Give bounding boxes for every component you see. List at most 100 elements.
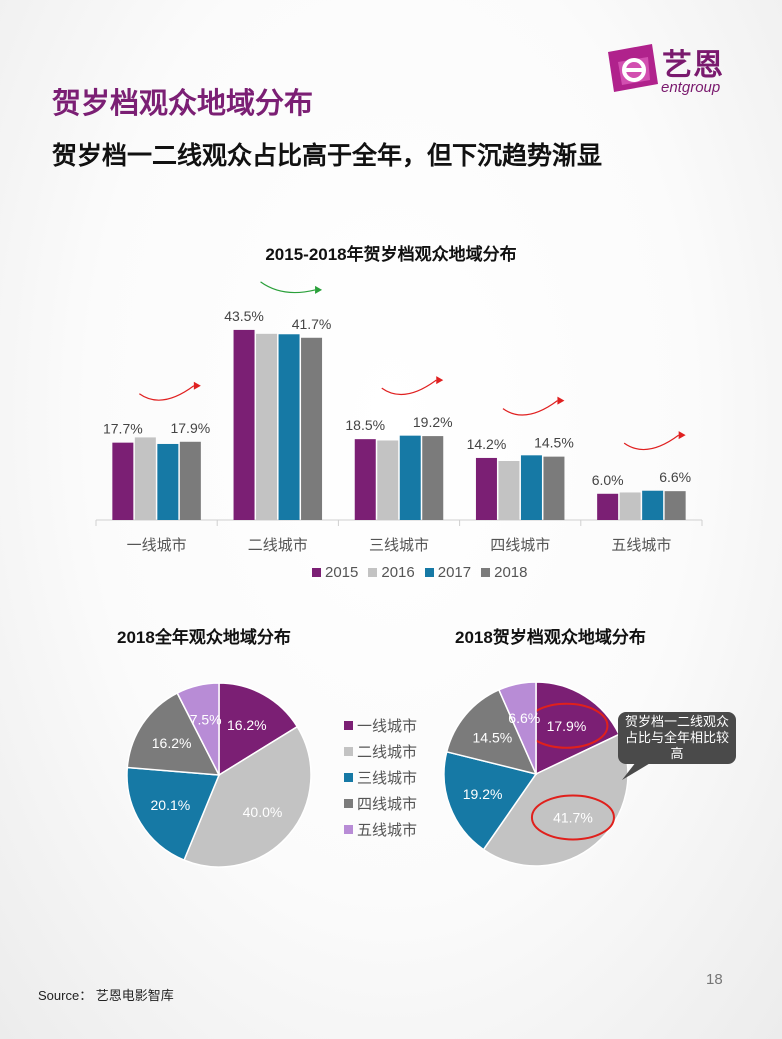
- legend-swatch: [424, 568, 434, 577]
- legend-item-tier1: 一线城市: [344, 712, 417, 738]
- bar-2017-4: [642, 490, 664, 520]
- trend-arrow-head: [315, 285, 323, 294]
- bar-chart-legend: 2015 2016 2017 2018: [312, 564, 528, 581]
- bar-data-label: 43.5%: [224, 308, 264, 324]
- trend-arrow-line: [260, 281, 316, 294]
- bar-2017-2: [399, 435, 421, 520]
- legend-item-tier3: 三线城市: [344, 764, 417, 790]
- x-tick-label: 四线城市: [490, 537, 550, 554]
- legend-label: 2016: [381, 564, 415, 581]
- pie1-slice-3: [126, 692, 221, 776]
- legend-swatch: [344, 746, 353, 756]
- bar-data-label: 6.6%: [659, 469, 691, 485]
- bar-chart-title: 2015-2018年贺岁档观众地域分布: [265, 245, 517, 264]
- entgroup-logo-icon: [608, 44, 658, 92]
- pie1-slice-1: [183, 725, 312, 868]
- pie2-slice-0: [535, 681, 621, 776]
- legend-label: 2018: [494, 564, 528, 581]
- pie2-label-2: 19.2%: [463, 786, 503, 802]
- page-number: 18: [706, 971, 723, 988]
- bar-2016-2: [377, 440, 399, 520]
- legend-label: 二线城市: [357, 743, 418, 761]
- legend-item-2016: 2016: [368, 564, 415, 581]
- bar-2018-4: [664, 491, 686, 520]
- pie1-label-2: 20.1%: [151, 797, 191, 813]
- pie1-label-3: 16.2%: [152, 735, 192, 751]
- pie-chart-legend: 一线城市 二线城市 三线城市 四线城市 五线城市: [344, 712, 417, 842]
- x-tick-label: 三线城市: [369, 537, 429, 554]
- pie2-slice-1: [482, 733, 629, 867]
- bar-data-label: 17.9%: [170, 420, 210, 436]
- logo-text: 艺恩: [662, 49, 724, 82]
- pie1-slice-4: [176, 682, 220, 776]
- trend-arrow-head: [193, 381, 201, 390]
- highlight-ellipse: [524, 702, 609, 749]
- pie1-label-4: 7.5%: [190, 712, 222, 728]
- bar-2016-4: [619, 492, 641, 520]
- pie2-label-4: 6.6%: [508, 710, 540, 726]
- bar-data-label: 14.2%: [467, 436, 507, 452]
- trend-arrow-line: [139, 385, 195, 401]
- legend-item-2015: 2015: [312, 564, 358, 581]
- bar-2016-1: [256, 333, 278, 520]
- pie2-slice-2: [443, 750, 538, 851]
- bar-data-label: 17.7%: [103, 421, 143, 437]
- source-note: Source： 艺恩电影智库: [38, 988, 174, 1003]
- legend-swatch: [481, 568, 491, 577]
- bar-2016-3: [498, 461, 520, 520]
- pie2-slice-3: [445, 688, 538, 776]
- callout-pointer: [622, 762, 652, 780]
- x-tick-label: 一线城市: [127, 537, 187, 554]
- legend-label: 一线城市: [357, 717, 418, 735]
- page-title: 贺岁档观众地域分布: [52, 88, 314, 120]
- bar-2018-3: [543, 456, 565, 520]
- bar-data-label: 41.7%: [292, 316, 332, 332]
- page-subtitle: 贺岁档一二线观众占比高于全年，但下沉趋势渐显: [52, 142, 603, 170]
- pie2-label-1: 41.7%: [553, 809, 593, 825]
- legend-swatch: [344, 720, 353, 730]
- bar-data-label: 19.2%: [413, 414, 453, 430]
- trend-arrow-line: [381, 379, 437, 396]
- bar-2017-3: [520, 455, 542, 520]
- trend-arrow-head: [678, 431, 686, 440]
- bar-data-label: 6.0%: [592, 472, 624, 488]
- legend-label: 四线城市: [357, 795, 418, 813]
- bar-2017-0: [157, 443, 179, 520]
- bar-2015-4: [597, 493, 619, 520]
- legend-item-2018: 2018: [481, 564, 528, 581]
- legend-label: 2015: [325, 564, 359, 581]
- callout-text: 贺岁档一二线观众占比与全年相比较高: [624, 714, 729, 761]
- pie-chart-2-title: 2018贺岁档观众地域分布: [455, 628, 646, 647]
- pie2-label-3: 14.5%: [473, 729, 513, 745]
- trend-arrow-head: [436, 376, 444, 385]
- legend-label: 三线城市: [357, 769, 418, 787]
- pie-chart-1-title: 2018全年观众地域分布: [117, 628, 291, 647]
- bar-data-label: 18.5%: [345, 417, 385, 433]
- bar-2015-2: [354, 439, 376, 520]
- pie1-label-0: 16.2%: [227, 717, 267, 733]
- legend-swatch: [368, 568, 378, 577]
- bar-2016-0: [134, 437, 156, 520]
- bar-2015-1: [233, 329, 255, 520]
- legend-item-tier5: 五线城市: [344, 816, 417, 842]
- logo-subtext: entgroup: [661, 79, 721, 96]
- bar-2017-1: [278, 334, 300, 520]
- bar-2015-3: [475, 457, 497, 520]
- pie1-slice-2: [126, 766, 221, 862]
- x-tick-label: 五线城市: [611, 537, 671, 554]
- bar-2018-1: [301, 337, 323, 520]
- legend-label: 2017: [437, 564, 472, 581]
- trend-arrow-line: [623, 434, 680, 451]
- bar-data-label: 14.5%: [534, 435, 574, 451]
- pie2-slice-4: [497, 681, 537, 775]
- bar-2018-0: [179, 441, 201, 520]
- pie1-label-1: 40.0%: [243, 804, 283, 820]
- x-tick-label: 二线城市: [248, 537, 308, 554]
- bar-2018-2: [422, 436, 444, 520]
- highlight-ellipse: [530, 794, 615, 841]
- legend-item-tier4: 四线城市: [344, 790, 417, 816]
- legend-swatch: [344, 824, 353, 834]
- legend-swatch: [344, 798, 353, 808]
- legend-item-2017: 2017: [424, 564, 472, 581]
- legend-label: 五线城市: [357, 821, 418, 839]
